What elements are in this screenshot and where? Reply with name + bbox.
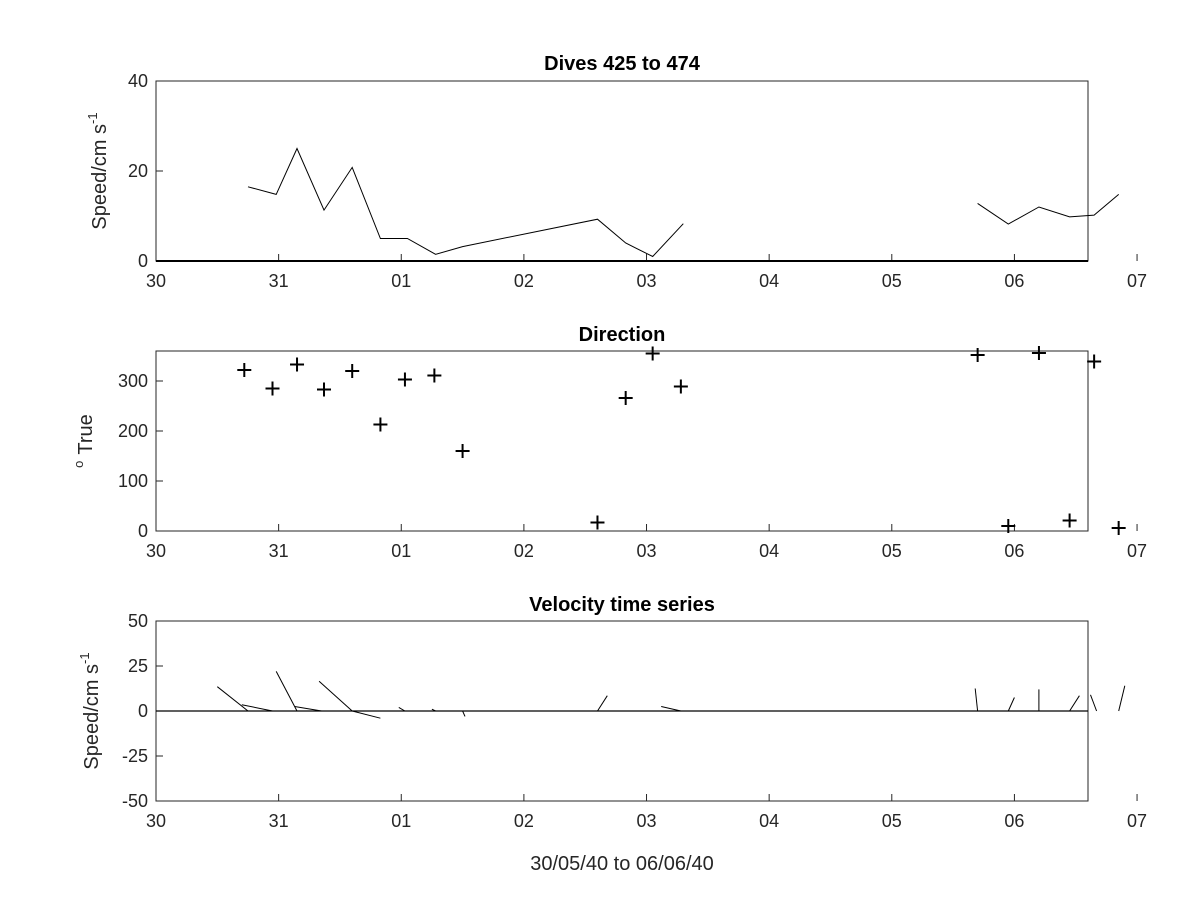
velocity-x-tick-label: 02	[514, 811, 534, 831]
speed-x-tick-label: 01	[391, 271, 411, 291]
velocity-y-axis-label-main: Speed/cm s	[81, 664, 103, 770]
direction-x-tick-label: 30	[146, 541, 166, 561]
velocity-y-tick-label: 0	[138, 701, 148, 721]
velocity-stick	[1007, 697, 1015, 712]
speed-x-tick-label: 30	[146, 271, 166, 291]
speed-y-axis-label: Speed/cm s-1	[85, 112, 111, 229]
velocity-stick	[294, 706, 322, 712]
speed-panel: Dives 425 to 474 Speed/cm s-1 30 31 01 02 03…	[85, 53, 1147, 291]
direction-y-tick-label: 0	[138, 521, 148, 541]
velocity-stick	[1090, 694, 1098, 712]
velocity-panel-title: Velocity time series	[529, 594, 715, 616]
direction-point	[237, 363, 252, 377]
direction-point	[265, 381, 280, 396]
direction-point	[455, 444, 470, 458]
speed-y-axis-label-sup: -1	[85, 112, 100, 124]
direction-x-tick-label: 03	[637, 541, 657, 561]
direction-point	[317, 382, 332, 397]
speed-line-segment-0	[247, 147, 684, 258]
velocity-y-axis-label-sup: -1	[77, 652, 92, 664]
speed-x-tick-label: 05	[882, 271, 902, 291]
speed-x-tick-label: 03	[637, 271, 657, 291]
direction-panel-title: Direction	[579, 324, 666, 346]
velocity-stick	[318, 680, 353, 712]
direction-axes-box	[155, 350, 1089, 532]
direction-point	[618, 391, 633, 405]
direction-y-axis-label-sup: o	[71, 461, 86, 468]
direction-x-tick-label: 05	[882, 541, 902, 561]
speed-x-tick-label: 07	[1127, 271, 1147, 291]
direction-x-tick-label: 01	[391, 541, 411, 561]
velocity-stick	[275, 671, 298, 712]
velocity-x-tick-label: 04	[759, 811, 779, 831]
speed-y-tick-label: 40	[128, 71, 148, 91]
velocity-y-tick-label: -25	[122, 746, 148, 766]
speed-x-tick-label: 06	[1004, 271, 1024, 291]
velocity-stick	[974, 688, 979, 712]
velocity-x-tick-label: 01	[391, 811, 411, 831]
speed-y-tick-label: 0	[138, 251, 148, 271]
direction-point	[1031, 346, 1046, 360]
direction-y-tick-label: 300	[118, 371, 148, 391]
velocity-panel: Velocity time series Speed/cm s-1 30/05/…	[77, 594, 1147, 875]
velocity-y-axis-label: Speed/cm s-1	[77, 652, 103, 769]
direction-point	[590, 515, 605, 530]
velocity-stick	[398, 706, 406, 712]
velocity-stick	[462, 710, 466, 717]
direction-point	[673, 379, 688, 394]
velocity-y-tick-label: -50	[122, 791, 148, 811]
velocity-x-tick-label: 31	[269, 811, 289, 831]
direction-point	[970, 348, 985, 362]
velocity-stick	[352, 710, 381, 719]
speed-panel-title: Dives 425 to 474	[544, 53, 701, 75]
direction-point	[290, 357, 305, 372]
direction-x-tick-label: 07	[1127, 541, 1147, 561]
velocity-x-tick-label: 05	[882, 811, 902, 831]
velocity-x-tick-label: 03	[637, 811, 657, 831]
direction-x-tick-label: 06	[1004, 541, 1024, 561]
speed-y-axis-label-main: Speed/cm s	[89, 124, 111, 230]
velocity-stick	[1069, 695, 1080, 712]
direction-point	[1001, 519, 1016, 533]
direction-y-axis-label-main: True	[75, 414, 97, 454]
speed-y-tick-label: 20	[128, 161, 148, 181]
direction-y-axis-label: o True	[71, 414, 97, 468]
speed-x-tick-label: 02	[514, 271, 534, 291]
direction-panel: Direction o True 30 31 01 02 03 04 05 06 07 0 100 2…	[71, 324, 1147, 561]
velocity-x-tick-label: 30	[146, 811, 166, 831]
direction-x-tick-label: 02	[514, 541, 534, 561]
velocity-stick	[216, 686, 249, 712]
direction-point	[645, 346, 660, 361]
velocity-stick	[241, 704, 273, 712]
velocity-stick	[661, 706, 682, 712]
velocity-y-tick-label: 25	[128, 656, 148, 676]
direction-x-tick-label: 04	[759, 541, 779, 561]
direction-point	[1111, 521, 1126, 535]
velocity-stick	[431, 708, 436, 712]
velocity-y-tick-label: 50	[128, 611, 148, 631]
speed-x-tick-label: 31	[269, 271, 289, 291]
velocity-stick	[1118, 685, 1126, 712]
velocity-x-tick-label: 06	[1004, 811, 1024, 831]
speed-line-segment-1	[977, 194, 1120, 225]
direction-point	[345, 364, 360, 378]
direction-point	[1062, 513, 1077, 528]
direction-point	[397, 372, 412, 387]
direction-point	[427, 368, 442, 383]
direction-y-tick-label: 200	[118, 421, 148, 441]
direction-x-tick-label: 31	[269, 541, 289, 561]
direction-y-tick-label: 100	[118, 471, 148, 491]
velocity-x-axis-label: 30/05/40 to 06/06/40	[530, 853, 714, 875]
direction-point	[1087, 354, 1102, 369]
direction-point	[373, 417, 388, 432]
velocity-stick	[597, 695, 608, 712]
velocity-x-tick-label: 07	[1127, 811, 1147, 831]
speed-x-tick-label: 04	[759, 271, 779, 291]
